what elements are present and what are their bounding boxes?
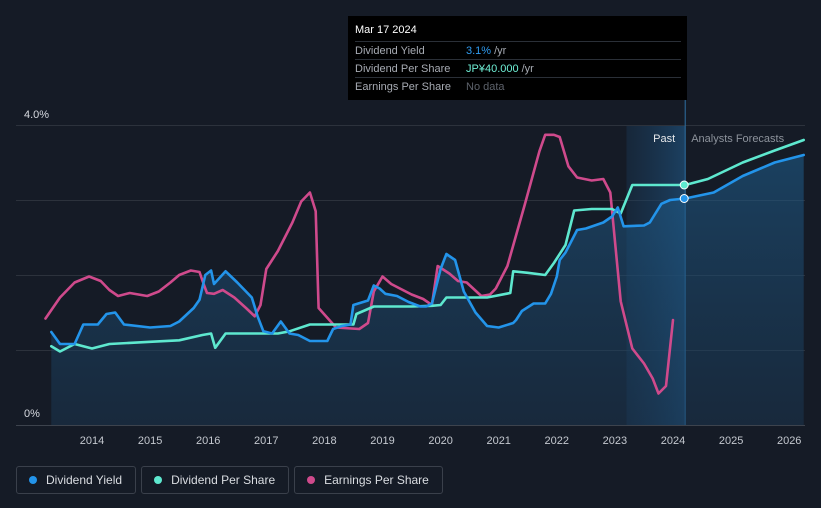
- tooltip-date: Mar 17 2024: [355, 24, 681, 41]
- tooltip-row-dividend-per-share: Dividend Per Share JP¥40.000 /yr: [355, 59, 681, 77]
- tooltip-label: Earnings Per Share: [355, 81, 466, 93]
- x-tick-label: 2022: [545, 435, 569, 447]
- x-tick-label: 2025: [719, 435, 743, 447]
- tooltip-value: 3.1%: [466, 45, 491, 57]
- x-tick-label: 2016: [196, 435, 220, 447]
- y-axis-top-label: 4.0%: [24, 109, 49, 121]
- tooltip-value: JP¥40.000: [466, 63, 519, 75]
- dividend-yield-marker: [680, 195, 688, 203]
- tooltip-row-dividend-yield: Dividend Yield 3.1% /yr: [355, 41, 681, 59]
- forecast-label: Analysts Forecasts: [691, 133, 784, 145]
- legend-item-earnings-per-share[interactable]: Earnings Per Share: [294, 466, 443, 494]
- y-axis-zero-label: 0%: [24, 408, 40, 420]
- tooltip-label: Dividend Per Share: [355, 63, 466, 75]
- tooltip-unit: /yr: [494, 45, 506, 57]
- x-tick-label: 2026: [777, 435, 801, 447]
- legend-label: Dividend Per Share: [171, 473, 275, 487]
- legend-item-dividend-yield[interactable]: Dividend Yield: [16, 466, 136, 494]
- tooltip-row-earnings-per-share: Earnings Per Share No data: [355, 77, 681, 95]
- x-tick-label: 2014: [80, 435, 104, 447]
- legend-label: Dividend Yield: [46, 473, 122, 487]
- x-tick-label: 2020: [428, 435, 452, 447]
- x-tick-label: 2023: [603, 435, 627, 447]
- legend-dot-icon: [307, 476, 315, 484]
- tooltip-unit: /yr: [522, 63, 534, 75]
- legend-dot-icon: [29, 476, 37, 484]
- x-tick-label: 2018: [312, 435, 336, 447]
- tooltip: Mar 17 2024 Dividend Yield 3.1% /yr Divi…: [348, 16, 687, 100]
- legend: Dividend Yield Dividend Per Share Earnin…: [16, 466, 443, 494]
- x-tick-label: 2019: [370, 435, 394, 447]
- dividend-per-share-marker: [680, 181, 688, 189]
- legend-dot-icon: [154, 476, 162, 484]
- x-tick-label: 2015: [138, 435, 162, 447]
- tooltip-value: No data: [466, 81, 505, 93]
- past-label: Past: [653, 133, 675, 145]
- tooltip-label: Dividend Yield: [355, 45, 466, 57]
- legend-item-dividend-per-share[interactable]: Dividend Per Share: [141, 466, 289, 494]
- legend-label: Earnings Per Share: [324, 473, 429, 487]
- x-tick-label: 2021: [486, 435, 510, 447]
- x-tick-label: 2024: [661, 435, 685, 447]
- x-tick-label: 2017: [254, 435, 278, 447]
